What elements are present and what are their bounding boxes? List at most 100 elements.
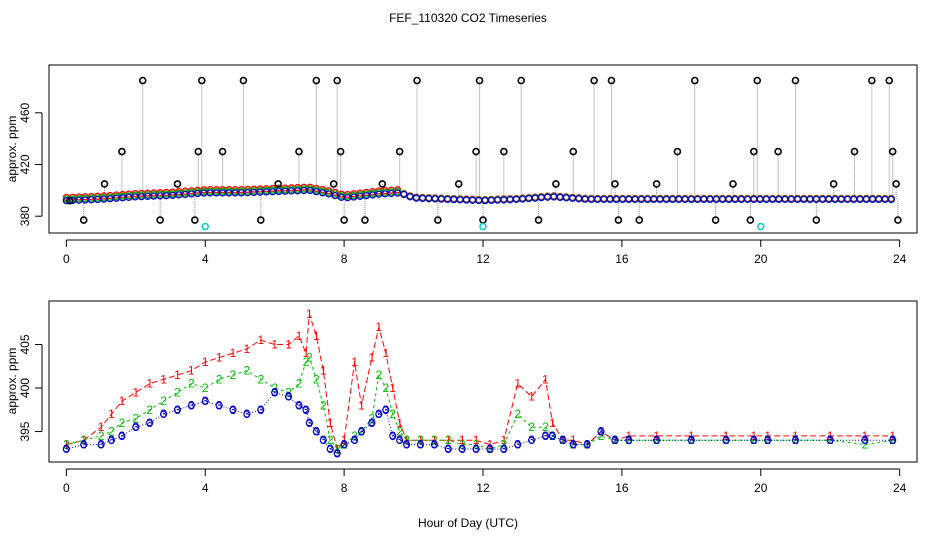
series-1-label: 1 [230,346,237,360]
series-2-label: 2 [341,438,348,452]
series-1-label: 1 [598,425,605,439]
series-2-label: 2 [202,381,209,395]
series-2-label: 2 [528,420,535,434]
series-2-label: 2 [570,438,577,452]
series-3-point [312,427,320,436]
series-3-label: 3 [459,442,466,456]
series-2-label: 2 [403,433,410,447]
spike-point [333,76,341,85]
top-y-tick-label: 420 [18,154,32,174]
series-2-label: 2 [230,368,237,382]
series-3-label: 3 [63,442,70,456]
series-3-point [389,432,397,440]
top-x-tick-label: 12 [476,252,490,266]
top-x-tick-label: 8 [341,252,348,266]
series-1-label: 1 [146,377,153,391]
series-1-label: 1 [889,429,896,443]
bottom-x-tick-label: 12 [476,481,490,495]
series-1-label: 1 [500,433,507,447]
series-2-label: 2 [459,438,466,452]
series-1-label: 1 [487,438,494,452]
series-3-label: 3 [382,403,389,417]
series-2-label: 2 [382,381,389,395]
series-3-point [583,440,591,449]
series-3-point [396,436,404,444]
bottom-x-tick-label: 4 [202,481,209,495]
series-3-point [486,445,494,453]
series-2-label: 2 [750,433,757,447]
top-panel: approx. ppm 0 4 8 12 16 20 24 380 420 460 [5,64,918,266]
series-3-point [548,432,557,440]
spike-point [191,216,199,224]
series-1-label: 1 [320,364,327,378]
series-1-label: 1 [862,429,869,443]
spike-point [673,147,682,156]
series-3-point [173,406,182,414]
outlier-point [757,222,765,231]
spike-point [611,180,619,188]
series-3-label: 3 [764,433,771,447]
spike-point [118,147,126,156]
spike-point [829,180,838,188]
spike-point [892,180,900,188]
series-3-point [243,410,251,418]
series-3-label: 3 [216,398,223,412]
series-1-label: 1 [625,429,632,443]
series-3-point [284,393,293,401]
series-3-point [416,440,425,449]
series-3-label: 3 [598,425,605,439]
series-1-label: 1 [750,429,757,443]
series-3-point [430,440,438,449]
series-point [887,195,895,204]
series-3-point [541,432,550,440]
series-3-point [326,445,334,453]
series-1-label: 1 [244,342,251,356]
outlier-point [201,222,209,231]
series-2-label: 2 [764,433,771,447]
series-1-label: 1 [473,433,480,447]
series-3-label: 3 [723,433,730,447]
series-3-label: 3 [612,433,619,447]
series-3-point [791,436,800,444]
bottom-x-tick-label: 20 [754,481,768,495]
series-3-point [319,436,327,444]
spike-point [868,76,876,85]
series-3-label: 3 [500,442,507,456]
series-3-point [62,445,70,453]
series-3-label: 3 [403,438,410,452]
series-1-label: 1 [403,433,410,447]
series-3-point [368,419,376,427]
series-3-point [146,419,154,427]
series-3-label: 3 [688,433,695,447]
spike-point [885,76,894,85]
series-2-label: 2 [327,433,334,447]
series-1-label: 1 [723,429,730,443]
series-3-point [118,432,126,440]
series-3-label: 3 [358,425,365,439]
series-2-label: 2 [827,433,834,447]
spike-point [434,216,442,224]
bottom-y-tick-label: 405 [18,334,32,354]
series-1-label: 1 [560,433,567,447]
series-3-point [295,401,303,410]
series-3-point [80,440,88,449]
spike-point [569,147,578,156]
series-1-label: 1 [160,372,167,386]
series-3-label: 3 [487,442,494,456]
series-3-point [229,406,237,414]
series-3-point [107,436,116,444]
series-2-label: 2 [285,385,292,399]
series-1-label: 1 [285,338,292,352]
series-3-label: 3 [792,433,799,447]
spike-point [218,147,227,156]
series-2-label: 2 [369,411,376,425]
series-3-label: 3 [320,433,327,447]
series-2-label: 2 [63,438,70,452]
series-3-point [764,436,772,444]
series-3-label: 3 [570,438,577,452]
series-3-label: 3 [334,446,341,460]
series-3-point [257,406,265,414]
series-2-label: 2 [542,420,549,434]
series-2-label: 2 [351,429,358,443]
series-3-point [132,423,140,431]
